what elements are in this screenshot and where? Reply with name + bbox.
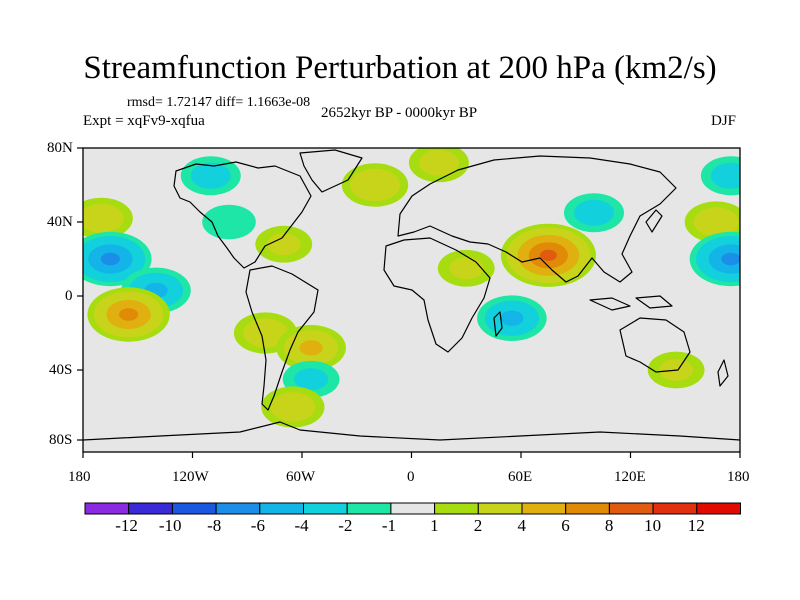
- coast-indonesia: [589, 295, 673, 311]
- colorbar-label: 2: [473, 516, 483, 535]
- colorbar-box: [390, 502, 436, 515]
- coastlines: [83, 149, 740, 441]
- axis-ticks: [77, 147, 741, 458]
- anomaly-contour-1-0: [202, 204, 256, 240]
- colorbar-box: [521, 502, 567, 515]
- colorbar-label: -4: [294, 516, 309, 535]
- x-tick-label: 60E: [508, 469, 533, 485]
- colorbar-label: 1: [430, 516, 439, 535]
- coast-antarctica: [83, 421, 740, 441]
- colorbar: [84, 502, 741, 515]
- colorbar-box: [608, 502, 654, 515]
- anomaly-contour-3-1: [693, 207, 739, 237]
- anomaly-contour-5-3: [721, 252, 740, 266]
- anomaly-contour-16-4: [539, 249, 557, 261]
- x-tick-label: 180: [727, 469, 750, 485]
- colorbar-label: -8: [207, 516, 222, 535]
- colorbar-box: [477, 502, 523, 515]
- colorbar-box: [434, 502, 479, 515]
- colorbar-label: 12: [687, 516, 705, 535]
- anomaly-contour-12-1: [270, 392, 316, 422]
- coast-africa: [383, 237, 491, 353]
- coast-north-america: [173, 161, 312, 269]
- coast-madagascar: [493, 311, 503, 337]
- colorbar-label: -1: [381, 516, 397, 535]
- coast-south-america: [245, 265, 319, 411]
- anomaly-contour-13-1: [350, 168, 400, 202]
- colorbar-box: [215, 502, 261, 515]
- colorbar-label: -10: [158, 516, 182, 535]
- coast-new-zealand: [717, 359, 729, 387]
- anomaly-contour-20-1: [710, 162, 740, 189]
- colorbar-label: -12: [115, 516, 138, 535]
- colorbar-box: [84, 502, 130, 515]
- colorbar-label: -6: [250, 516, 265, 535]
- y-tick-label: 80N: [47, 140, 73, 156]
- experiment-label: Expt = xqFv9-xqfua: [83, 113, 205, 129]
- coast-australia: [619, 317, 691, 373]
- colorbar-box: [128, 502, 173, 515]
- y-tick-label: 40N: [47, 214, 73, 230]
- anomaly-contour-18-1: [574, 199, 614, 226]
- coast-eurasia: [397, 155, 677, 283]
- colorbar-box: [171, 502, 217, 515]
- y-tick-label: 0: [65, 288, 73, 304]
- colorbar-box: [565, 502, 610, 515]
- anomaly-contour-0-1: [190, 162, 231, 189]
- x-tick-label: 120W: [172, 469, 209, 485]
- anomaly-contour-17-2: [500, 310, 524, 326]
- anomaly-contour-14-1: [418, 149, 459, 176]
- map-background: [83, 148, 740, 452]
- anomaly-contour-15-1: [449, 257, 484, 280]
- colorbar-label: 10: [644, 516, 662, 535]
- x-tick-label: 60W: [286, 469, 316, 485]
- anomaly-field: [83, 148, 740, 428]
- x-tick-label: 0: [407, 469, 415, 485]
- colorbar-box: [259, 502, 304, 515]
- period-label: 2652kyr BP - 0000kyr BP: [321, 105, 478, 121]
- anomaly-contour-10-2: [299, 340, 323, 356]
- coast-greenland: [299, 149, 363, 193]
- colorbar-label: 4: [517, 516, 527, 535]
- page-title: Streamfunction Perturbation at 200 hPa (…: [83, 50, 717, 86]
- anomaly-contour-4-3: [100, 252, 120, 266]
- x-tick-label: 120E: [614, 469, 646, 485]
- colorbar-box: [696, 502, 741, 515]
- coast-japan: [645, 209, 663, 233]
- colorbar-box: [303, 502, 348, 515]
- anomaly-contour-11-1: [294, 368, 329, 391]
- colorbar-box: [652, 502, 698, 515]
- colorbar-box: [346, 502, 392, 515]
- anomaly-contour-2-1: [83, 203, 124, 234]
- y-tick-label: 80S: [49, 432, 73, 448]
- y-tick-label: 40S: [49, 362, 73, 378]
- colorbar-label: -2: [338, 516, 353, 535]
- anomaly-contour-9-1: [242, 318, 289, 348]
- anomaly-contour-8-1: [266, 233, 301, 256]
- anomaly-contour-7-3: [119, 308, 139, 321]
- season-label: DJF: [711, 113, 737, 129]
- colorbar-label: 8: [604, 516, 614, 535]
- stats-text: rmsd= 1.72147 diff= 1.1663e-08: [127, 95, 311, 110]
- x-tick-label: 180: [68, 469, 91, 485]
- colorbar-label: 6: [561, 516, 570, 535]
